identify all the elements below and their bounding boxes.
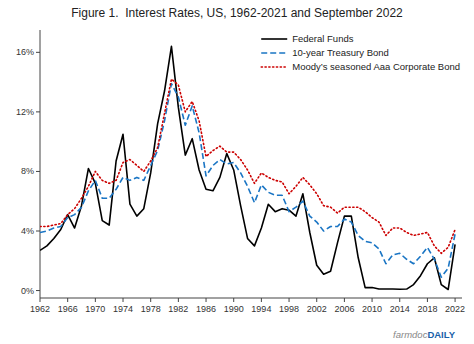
x-tick-label: 2014 [390,304,410,314]
x-tick-label: 1974 [113,304,133,314]
legend-swatch [261,52,287,54]
x-tick-label: 1970 [85,304,105,314]
legend-swatch [261,38,287,40]
x-tick-label: 1990 [224,304,244,314]
y-tick [36,111,40,112]
title: Figure 1. Interest Rates, US, 1962-2021 … [71,6,403,20]
x-tick-label: 2018 [417,304,437,314]
y-tick-label: 0% [21,286,34,296]
legend-label: Federal Funds [292,33,354,44]
x-tick-label: 2002 [307,304,327,314]
x-tick [399,298,400,302]
x-tick [123,298,124,302]
x-tick [178,298,179,302]
x-tick-label: 1962 [30,304,50,314]
y-tick-label: 12% [16,107,34,117]
y-tick-label: 8% [21,166,34,176]
x-tick [372,298,373,302]
x-tick [150,298,151,302]
plot-area [40,46,455,289]
y-tick [36,52,40,53]
x-tick [95,298,96,302]
legend-label: Moody’s seasoned Aaa Corporate Bond [292,61,460,72]
y-axis [40,30,41,298]
x-tick-label: 1982 [168,304,188,314]
x-tick-label: 2006 [334,304,354,314]
chart: Figure 1. Interest Rates, US, 1962-2021 … [0,0,474,344]
x-tick [427,298,428,302]
x-tick [261,298,262,302]
x-tick [40,298,41,302]
x-tick [233,298,234,302]
x-tick-label: 1994 [251,304,271,314]
y-tick [36,231,40,232]
legend: Federal Funds 10-year Treasury Bond Moody’… [261,33,460,72]
x-tick [344,298,345,302]
x-tick-label: 1966 [58,304,78,314]
watermark: farmdocDAILY [393,329,456,340]
legend-swatch [261,66,287,68]
x-tick [289,298,290,302]
y-tick [36,290,40,291]
x-tick-label: 2010 [362,304,382,314]
line-series [40,79,455,253]
y-tick [36,171,40,172]
x-tick [206,298,207,302]
y-tick-label: 4% [21,226,34,236]
y-tick-label: 16% [16,47,34,57]
legend-label: 10-year Treasury Bond [292,47,389,58]
x-tick-label: 1978 [141,304,161,314]
x-axis [40,298,462,299]
x-tick-label: 1998 [279,304,299,314]
x-tick-label: 2022 [445,304,465,314]
x-tick-label: 1986 [196,304,216,314]
x-tick [455,298,456,302]
x-tick [67,298,68,302]
x-tick [316,298,317,302]
line-series [40,46,455,289]
annotation: farmdoc [393,329,428,340]
annotation: DAILY [427,329,455,340]
